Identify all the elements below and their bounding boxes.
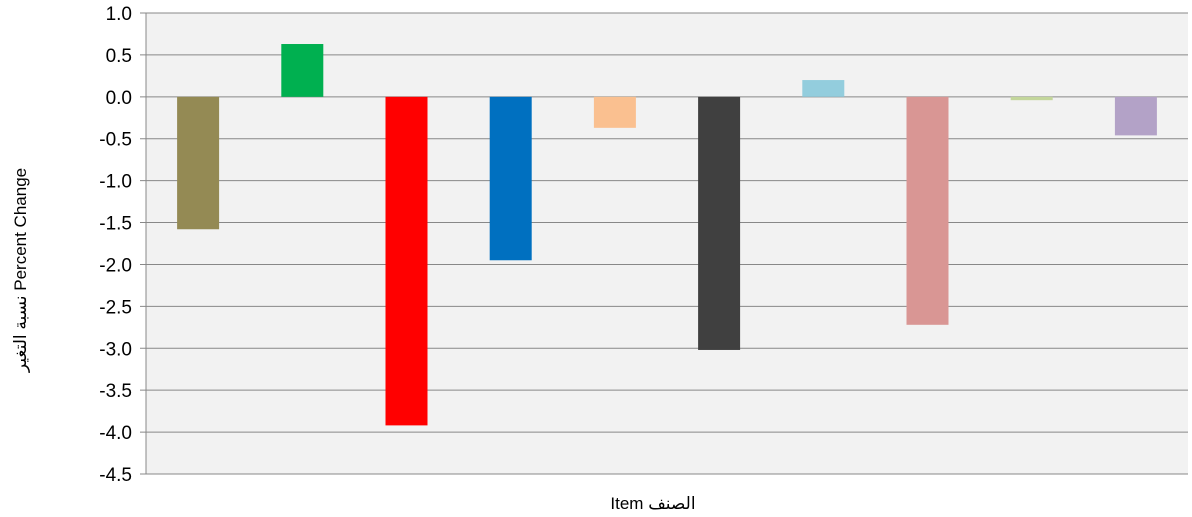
y-tick-label: -2.0 bbox=[99, 255, 132, 276]
bars bbox=[177, 44, 1157, 426]
bar bbox=[177, 96, 220, 230]
gridlines bbox=[140, 12, 1188, 475]
y-tick-label: 0.0 bbox=[106, 88, 132, 109]
bar bbox=[1010, 96, 1053, 101]
bar bbox=[906, 96, 949, 325]
bar bbox=[698, 96, 741, 350]
y-tick-label: -1.0 bbox=[99, 172, 132, 193]
y-axis-title: نسبة التغير Percent Change bbox=[11, 168, 30, 373]
y-axis-ticks: 1.0 0.5 0.0 -0.5 -1.0 -1.5 -2.0 -2.5 -3.0 -3.5 -4.… bbox=[99, 4, 132, 486]
y-tick-label: -4.5 bbox=[99, 465, 132, 486]
y-tick-label: -3.0 bbox=[99, 339, 132, 360]
bar bbox=[593, 96, 636, 128]
y-tick-label: -2.5 bbox=[99, 297, 132, 318]
x-axis-title: الصنف Item bbox=[610, 494, 695, 513]
y-tick-label: 0.5 bbox=[106, 46, 132, 67]
bar bbox=[385, 96, 428, 426]
bar bbox=[489, 96, 532, 261]
bar bbox=[802, 80, 845, 97]
bar bbox=[281, 44, 324, 97]
y-tick-label: -4.0 bbox=[99, 423, 132, 444]
y-tick-label: 1.0 bbox=[106, 4, 132, 25]
y-tick-label: -0.5 bbox=[99, 130, 132, 151]
y-tick-label: -1.5 bbox=[99, 214, 132, 235]
y-tick-label: -3.5 bbox=[99, 381, 132, 402]
bar bbox=[1114, 96, 1157, 136]
